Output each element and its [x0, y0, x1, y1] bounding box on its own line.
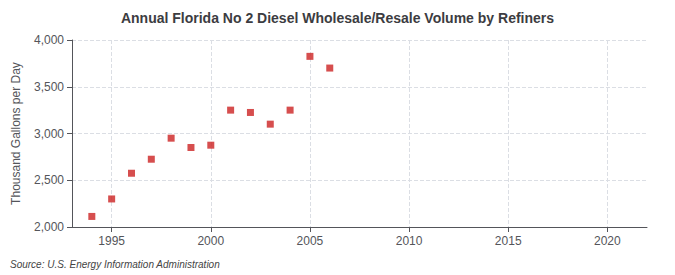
svg-text:Thousand Gallons per Day: Thousand Gallons per Day: [9, 62, 23, 205]
svg-text:4,000: 4,000: [34, 33, 64, 47]
svg-text:2000: 2000: [197, 234, 224, 248]
svg-text:2010: 2010: [396, 234, 423, 248]
svg-text:Source: U.S. Energy Informatio: Source: U.S. Energy Information Administ…: [10, 259, 220, 270]
svg-text:2,000: 2,000: [34, 220, 64, 234]
svg-text:3,000: 3,000: [34, 127, 64, 141]
svg-text:Annual Florida No 2 Diesel Who: Annual Florida No 2 Diesel Wholesale/Res…: [121, 10, 554, 26]
svg-text:2005: 2005: [297, 234, 324, 248]
svg-text:1995: 1995: [98, 234, 125, 248]
svg-text:2020: 2020: [594, 234, 621, 248]
svg-text:2,500: 2,500: [34, 173, 64, 187]
svg-text:2015: 2015: [495, 234, 522, 248]
svg-text:3,500: 3,500: [34, 80, 64, 94]
